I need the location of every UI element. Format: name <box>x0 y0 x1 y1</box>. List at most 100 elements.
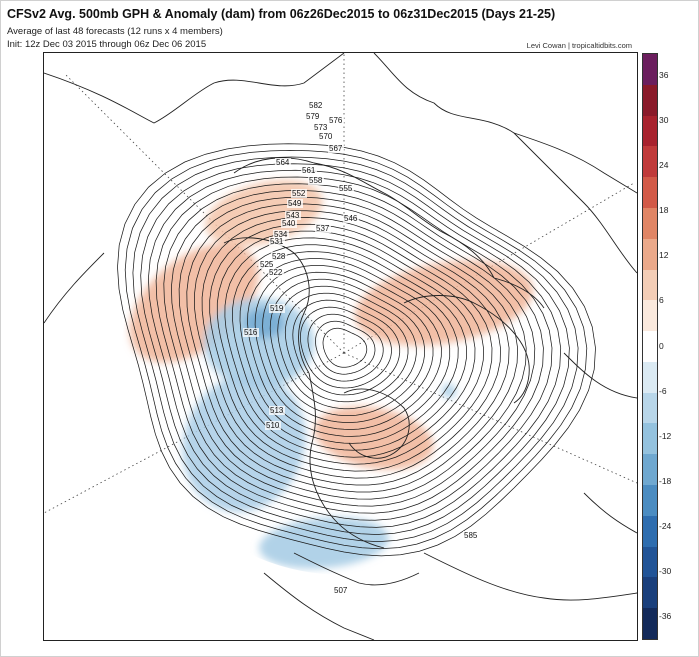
contour-label: 516 <box>244 328 258 337</box>
colorbar-segment <box>643 54 657 86</box>
contour-label: 582 <box>309 101 323 110</box>
colorbar-label: 12 <box>659 250 669 261</box>
colorbar-segment <box>643 454 657 486</box>
colorbar-segment <box>643 515 657 548</box>
contour-label-bg <box>305 112 321 121</box>
contour-label: 573 <box>314 123 328 132</box>
height-contour-line <box>239 251 459 444</box>
height-contour-line <box>148 169 562 528</box>
polar-stereographic-map: 582 579 576 573 570 567 564 561 558 555 552 549 546 5… <box>43 52 638 641</box>
anomaly-shading <box>129 180 533 569</box>
height-contour-line <box>269 278 425 416</box>
contour-label-bg <box>333 586 349 595</box>
colorbar-label: 0 <box>659 340 664 351</box>
contour-label-bg <box>265 421 281 430</box>
anomaly-western-canada-negative <box>204 298 314 388</box>
contour-label: 528 <box>272 252 286 261</box>
height-contour-line <box>132 156 579 542</box>
contour-label-bg <box>328 144 344 153</box>
contour-label: 546 <box>344 214 358 223</box>
colorbar-segment <box>643 115 657 147</box>
contour-label-bg <box>313 123 329 132</box>
height-contour-line <box>171 190 536 507</box>
colorbar-label: -30 <box>659 565 672 576</box>
contour-label-bg <box>281 219 297 228</box>
outer-coastlines <box>44 53 637 640</box>
chart-title: CFSv2 Avg. 500mb GPH & Anomaly (dam) fro… <box>7 7 556 21</box>
height-contour-line <box>277 285 417 410</box>
colorbar-label: 18 <box>659 205 669 216</box>
contour-label: 564 <box>276 158 290 167</box>
contour-label-bg <box>269 406 285 415</box>
height-contour-line <box>201 217 501 479</box>
height-contour-line <box>186 203 518 493</box>
anomaly-southern-us-negative <box>259 517 389 569</box>
contour-label-bg <box>463 531 479 540</box>
contour-label: 561 <box>302 166 316 175</box>
height-contour-line <box>163 183 544 514</box>
contour-label: 555 <box>339 184 353 193</box>
contour-label: 558 <box>309 176 323 185</box>
height-contour-line <box>232 244 467 451</box>
colorbar-label: -6 <box>659 385 667 396</box>
colorbar-segment <box>643 207 657 240</box>
forecast-average-subtitle: Average of last 48 forecasts (12 runs x … <box>7 26 223 37</box>
contour-label: 549 <box>288 199 302 208</box>
contour-label: 531 <box>270 237 284 246</box>
inner-coastlines <box>223 157 545 586</box>
contour-label: 519 <box>270 304 284 313</box>
height-contour-line <box>140 163 570 535</box>
colorbar-label: -12 <box>659 430 672 441</box>
anomaly-greenland-positive <box>314 406 434 470</box>
colorbar-label: -36 <box>659 611 672 621</box>
contour-label-bg <box>273 230 289 239</box>
contour-label: 525 <box>260 260 274 269</box>
contour-label: 507 <box>334 586 348 595</box>
contour-label: 570 <box>319 132 333 141</box>
contour-label-bg <box>269 304 285 313</box>
contour-label: 585 <box>464 531 478 540</box>
height-contour-line <box>178 196 527 500</box>
contour-label-bg <box>301 166 317 175</box>
colorbar-segment <box>643 577 657 609</box>
height-contour-line <box>247 258 451 437</box>
contour-label-bg <box>328 116 344 125</box>
contour-label-bg <box>243 328 259 337</box>
contour-label: 510 <box>266 421 280 430</box>
colorbar-segment <box>643 423 657 455</box>
height-contour-line <box>315 320 376 375</box>
author-credit: Levi Cowan | tropicaltidbits.com <box>526 41 632 50</box>
colorbar-label: 30 <box>659 115 669 126</box>
colorbar-label: 24 <box>659 160 669 171</box>
init-time-subtitle: Init: 12z Dec 03 2015 through 06z Dec 06… <box>7 39 207 50</box>
contour-label-bg <box>308 101 324 110</box>
height-contour-line <box>216 230 484 465</box>
height-contour-line <box>155 176 553 521</box>
contour-label-bg <box>285 211 301 220</box>
contour-label: 540 <box>282 219 296 228</box>
anomaly-colorbar <box>642 53 658 640</box>
colorbar-segment <box>643 300 657 332</box>
colorbar-label: -18 <box>659 475 672 486</box>
height-contour-line <box>117 143 596 557</box>
height-contour-line <box>322 327 368 368</box>
height-contour-line <box>262 271 434 423</box>
contour-label-bg <box>291 189 307 198</box>
contour-label-bg <box>268 268 284 277</box>
colorbar-segment <box>643 84 657 117</box>
contour-label: 534 <box>274 230 288 239</box>
contour-label: 537 <box>316 224 330 233</box>
contour-label-bg <box>315 224 331 233</box>
colorbar-segment <box>643 177 657 209</box>
colorbar-segment <box>643 485 657 517</box>
contour-label: 579 <box>306 112 320 121</box>
contour-label-bg <box>338 184 354 193</box>
height-contour-line <box>124 150 588 550</box>
anomaly-small-negative <box>442 384 456 398</box>
height-contour-line <box>307 313 384 382</box>
contour-label: 576 <box>329 116 343 125</box>
contour-label-bg <box>259 260 275 269</box>
